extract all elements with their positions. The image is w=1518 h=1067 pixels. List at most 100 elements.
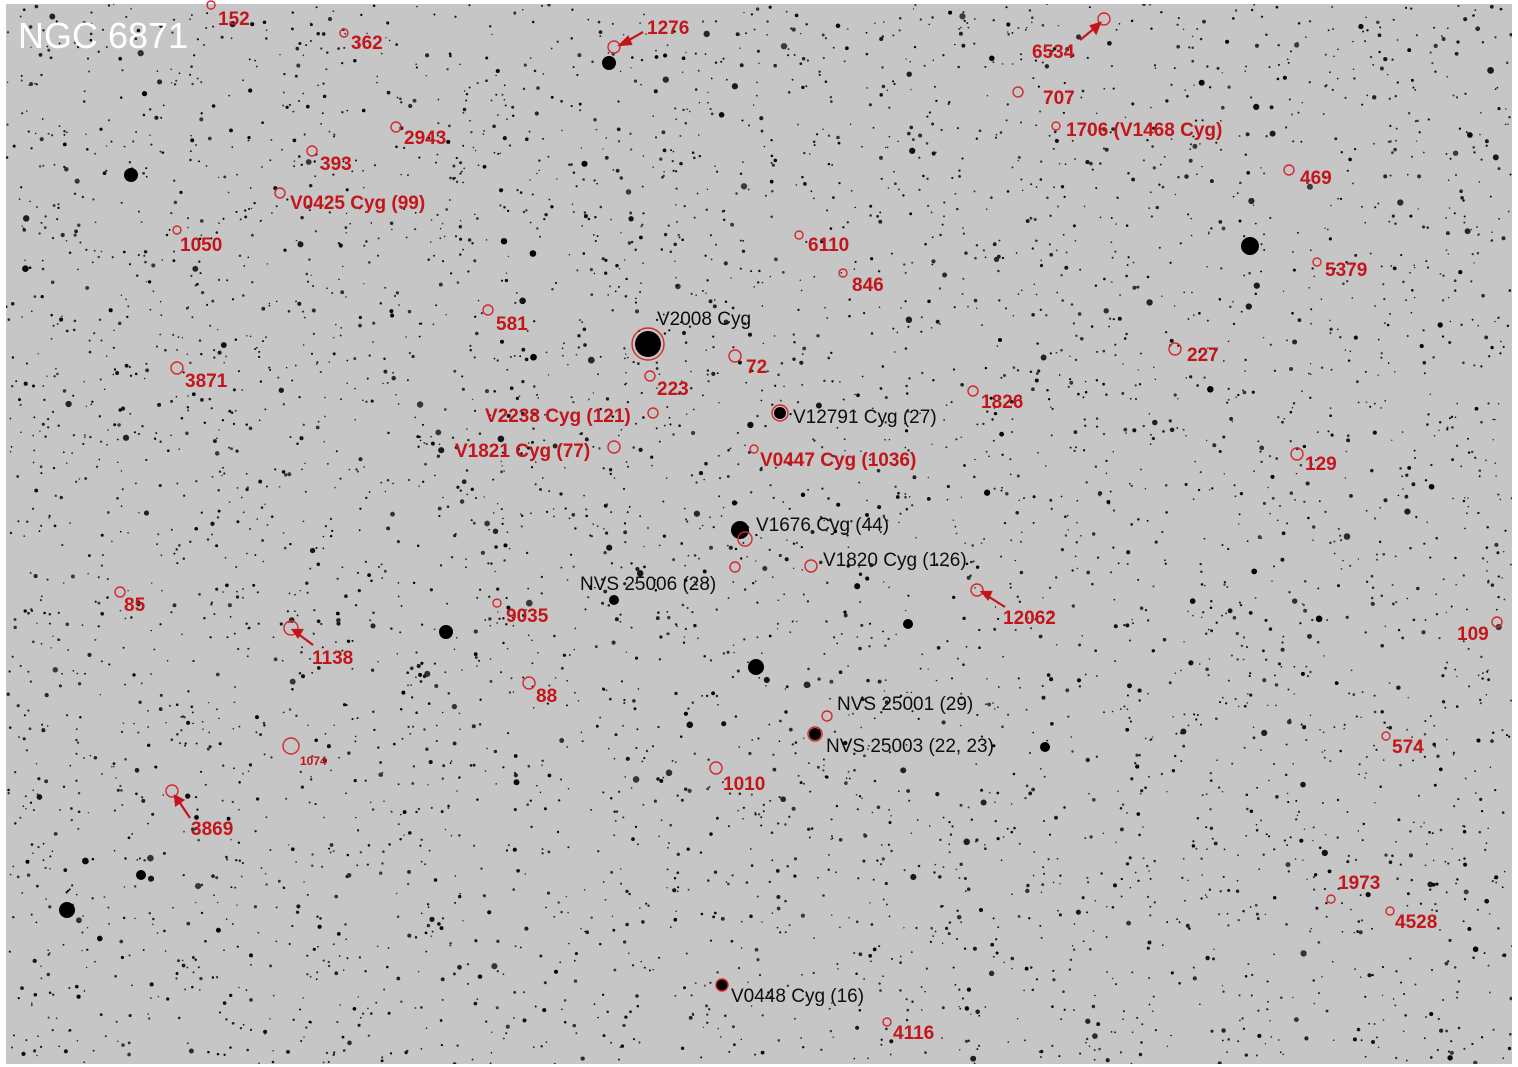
field-star bbox=[215, 231, 219, 234]
field-star bbox=[1421, 225, 1426, 229]
field-star bbox=[793, 857, 798, 861]
field-star bbox=[207, 1050, 210, 1054]
field-star bbox=[240, 496, 243, 499]
field-star bbox=[784, 899, 787, 903]
field-star bbox=[1437, 322, 1443, 328]
field-star bbox=[94, 638, 97, 641]
field-star bbox=[990, 196, 993, 199]
field-star bbox=[698, 471, 704, 476]
field-star bbox=[876, 859, 879, 862]
field-star bbox=[1364, 1055, 1367, 1058]
field-star bbox=[1239, 491, 1244, 496]
field-star bbox=[1379, 785, 1382, 788]
field-star bbox=[1510, 497, 1512, 500]
field-star bbox=[1006, 22, 1011, 27]
field-star bbox=[1477, 234, 1479, 236]
field-star bbox=[127, 305, 130, 308]
field-star bbox=[185, 431, 189, 436]
field-star bbox=[761, 130, 763, 133]
field-star bbox=[358, 457, 363, 462]
field-star bbox=[1083, 205, 1086, 208]
field-star bbox=[414, 211, 417, 214]
field-star bbox=[128, 954, 131, 957]
field-star bbox=[527, 634, 530, 637]
field-star bbox=[823, 379, 826, 383]
field-star bbox=[142, 171, 145, 175]
field-star bbox=[449, 54, 452, 58]
field-star bbox=[848, 298, 851, 301]
field-star bbox=[731, 83, 739, 90]
field-star bbox=[807, 827, 811, 831]
field-star bbox=[703, 30, 710, 38]
field-star bbox=[1473, 364, 1476, 367]
field-star bbox=[1001, 453, 1004, 457]
field-star bbox=[1123, 705, 1126, 708]
field-star bbox=[90, 22, 93, 25]
field-star bbox=[1323, 888, 1326, 891]
field-star bbox=[984, 256, 987, 259]
field-star bbox=[244, 215, 248, 219]
field-star bbox=[526, 446, 531, 450]
field-star bbox=[718, 476, 722, 480]
field-star bbox=[1300, 671, 1305, 676]
field-star bbox=[675, 187, 678, 190]
field-star bbox=[1433, 43, 1438, 49]
field-star bbox=[1327, 869, 1332, 874]
field-star bbox=[809, 790, 812, 793]
field-star bbox=[382, 382, 384, 385]
field-star bbox=[1010, 539, 1013, 542]
field-star bbox=[407, 869, 411, 874]
field-star bbox=[1021, 531, 1023, 534]
field-star bbox=[594, 586, 596, 589]
field-star bbox=[99, 127, 103, 131]
field-star bbox=[497, 611, 499, 613]
field-star bbox=[484, 619, 487, 621]
field-star bbox=[198, 339, 202, 342]
field-star bbox=[935, 679, 938, 682]
field-star bbox=[488, 25, 492, 28]
field-star bbox=[931, 263, 934, 266]
field-star bbox=[1192, 976, 1197, 981]
field-star bbox=[346, 853, 350, 857]
field-star bbox=[462, 107, 467, 112]
field-star bbox=[1105, 472, 1108, 475]
field-star bbox=[832, 196, 835, 199]
field-star bbox=[1137, 369, 1139, 371]
field-star bbox=[919, 412, 921, 415]
field-star bbox=[1470, 228, 1473, 231]
field-star bbox=[152, 923, 154, 926]
field-star bbox=[73, 319, 77, 323]
field-star bbox=[613, 477, 616, 479]
field-star bbox=[469, 344, 472, 347]
field-star bbox=[27, 709, 30, 712]
field-star bbox=[632, 1038, 636, 1041]
field-star bbox=[189, 540, 192, 543]
field-star bbox=[1060, 547, 1065, 552]
field-star bbox=[706, 279, 709, 282]
field-star bbox=[490, 99, 493, 102]
field-star bbox=[1059, 874, 1062, 877]
field-star bbox=[1006, 827, 1009, 830]
field-star bbox=[1366, 29, 1369, 32]
field-star bbox=[1296, 42, 1299, 44]
field-star bbox=[1177, 17, 1180, 20]
field-star bbox=[61, 544, 64, 547]
field-star bbox=[972, 946, 977, 951]
field-star bbox=[474, 939, 478, 943]
field-star bbox=[427, 906, 430, 908]
field-star bbox=[866, 499, 868, 502]
field-star bbox=[987, 702, 991, 707]
field-star bbox=[931, 259, 936, 264]
field-star bbox=[497, 114, 499, 116]
field-star bbox=[1225, 39, 1230, 44]
field-star bbox=[1069, 378, 1072, 381]
field-star bbox=[602, 1034, 606, 1038]
field-star bbox=[643, 565, 646, 569]
field-star bbox=[452, 972, 456, 976]
field-star bbox=[695, 583, 698, 586]
field-star bbox=[269, 1018, 271, 1020]
field-star bbox=[358, 323, 362, 328]
field-star bbox=[1196, 384, 1199, 387]
field-star bbox=[320, 166, 323, 169]
field-star bbox=[613, 834, 616, 837]
